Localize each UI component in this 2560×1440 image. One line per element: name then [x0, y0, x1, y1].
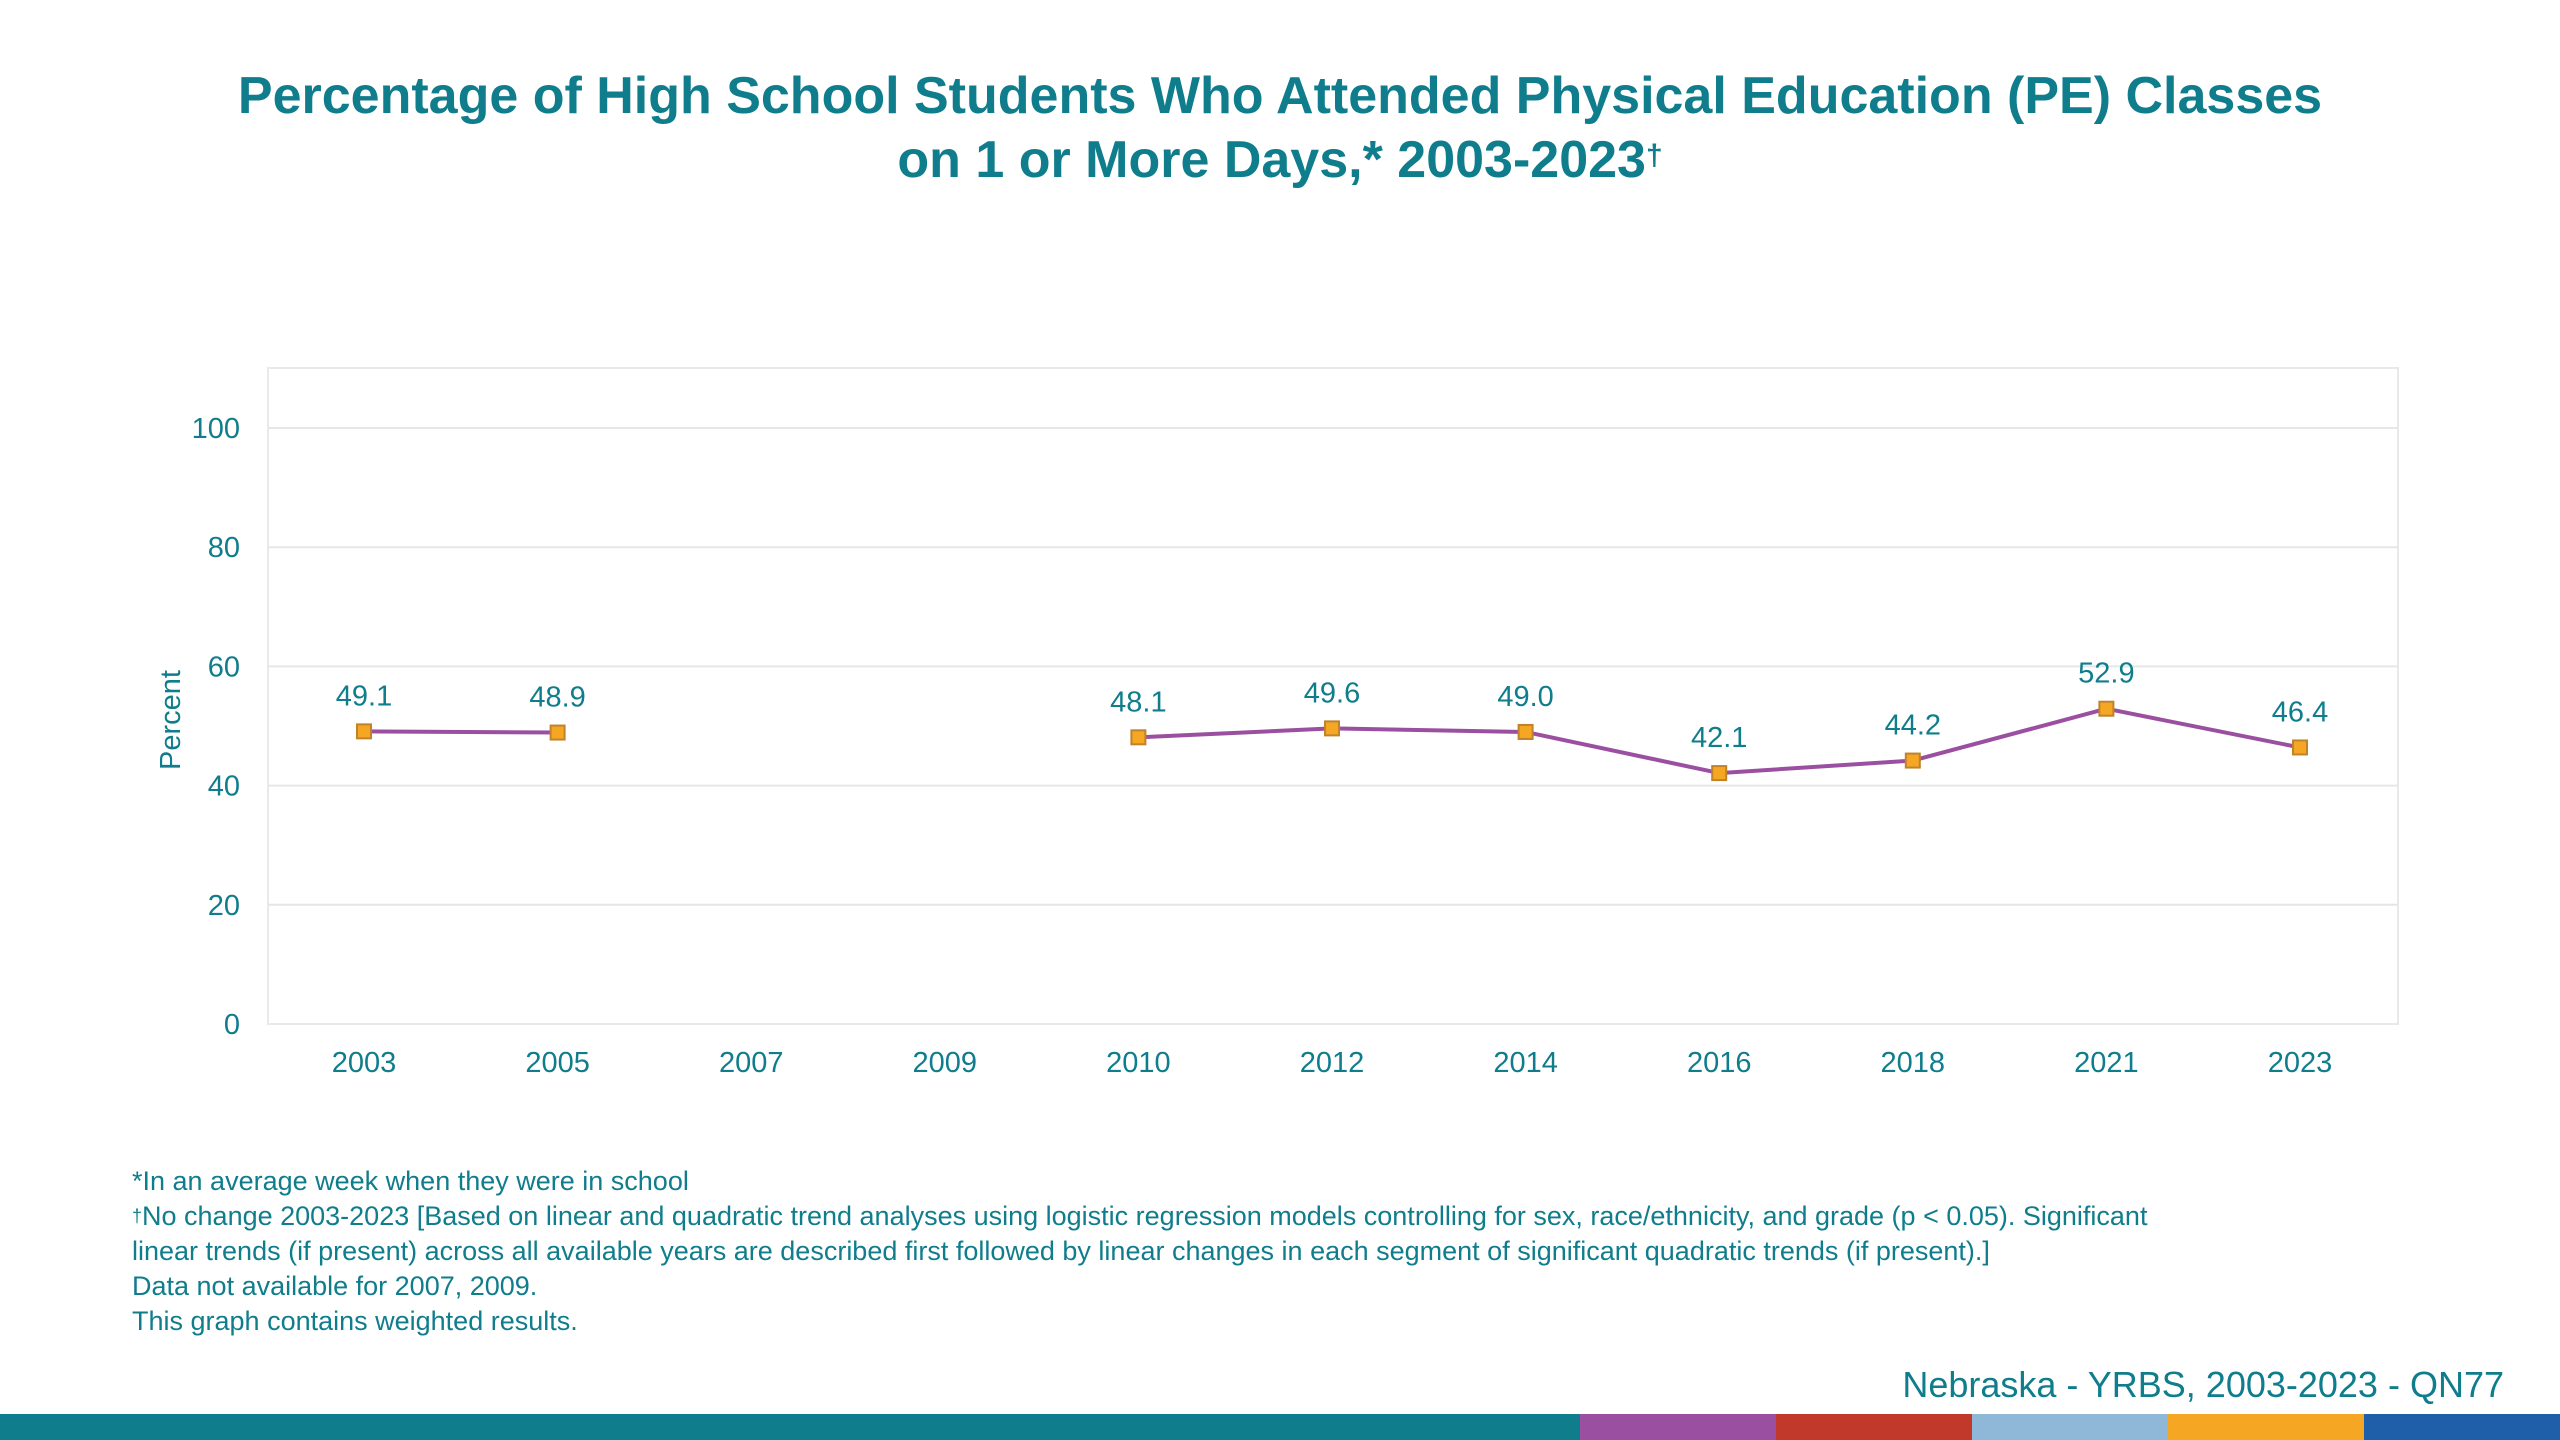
y-tick-label: 100 [192, 413, 240, 445]
bottom-bar-segment [1972, 1414, 2168, 1440]
footnote-3: linear trends (if present) across all av… [132, 1236, 1990, 1266]
data-label: 48.9 [529, 682, 585, 714]
x-tick-label: 2012 [1300, 1047, 1365, 1079]
chart-title-line1: Percentage of High School Students Who A… [237, 67, 2323, 125]
plot-area [267, 367, 2399, 1025]
footnote-1: *In an average week when they were in sc… [132, 1166, 689, 1196]
data-point [2292, 739, 2308, 756]
source-label: Nebraska - YRBS, 2003-2023 - QN77 [1902, 1364, 2504, 1405]
data-point [2098, 700, 2115, 717]
y-tick-label: 0 [224, 1009, 240, 1041]
x-tick-label: 2023 [2268, 1047, 2333, 1079]
data-label: 49.1 [336, 680, 392, 712]
footnote-5: This graph contains weighted results. [132, 1306, 578, 1336]
series-line-segment [363, 729, 558, 735]
bottom-bar-segment [1776, 1414, 1972, 1440]
chart-title-line2-text: on 1 or More Days,* 2003-2023 [897, 131, 1646, 189]
bottom-bar-segment [1580, 1414, 1776, 1440]
data-label: 49.6 [1304, 677, 1360, 709]
data-label: 46.4 [2272, 696, 2328, 728]
y-axis-label: Percent [155, 670, 187, 770]
footnote-dagger: † [132, 1206, 143, 1226]
bottom-color-bar [0, 1414, 2560, 1440]
title-dagger: † [1645, 139, 1663, 172]
chart-title-line2: on 1 or More Days,* 2003-2023† [0, 128, 2560, 192]
data-point [1130, 729, 1147, 746]
y-tick-label: 20 [208, 890, 240, 922]
y-tick-label: 60 [208, 651, 240, 683]
x-tick-label: 2016 [1687, 1047, 1752, 1079]
y-tick-label: 80 [208, 532, 240, 564]
x-tick-label: 2005 [525, 1047, 590, 1079]
data-label: 49.0 [1497, 681, 1553, 713]
data-label: 42.1 [1691, 722, 1747, 754]
x-tick-label: 2014 [1493, 1047, 1558, 1079]
line-chart: 0 20 40 60 80 100 2003 2005 2007 2009 2010 2012 201… [155, 367, 2399, 1079]
x-tick-label: 2021 [2074, 1047, 2139, 1079]
bottom-bar-segment [2168, 1414, 2364, 1440]
x-tick-label: 2009 [913, 1047, 978, 1079]
chart-title: Percentage of High School Students Who A… [0, 64, 2560, 192]
data-label: 44.2 [1885, 710, 1941, 742]
footnote-2: †No change 2003-2023 [Based on linear an… [132, 1199, 2492, 1234]
bottom-bar-segment [2364, 1414, 2560, 1440]
data-point [356, 723, 372, 740]
x-tick-label: 2007 [719, 1047, 784, 1079]
data-markers [356, 700, 2308, 782]
gridlines [268, 427, 2398, 906]
data-point [1517, 723, 1534, 740]
data-point [549, 724, 566, 741]
bottom-bar-segment [0, 1414, 1580, 1440]
data-point [1904, 752, 1921, 769]
data-label: 52.9 [2078, 658, 2134, 690]
footnotes: *In an average week when they were in sc… [132, 1164, 2492, 1339]
x-tick-label: 2018 [1881, 1047, 1946, 1079]
x-tick-label: 2010 [1106, 1047, 1171, 1079]
data-point [1324, 720, 1340, 737]
footnote-4: Data not available for 2007, 2009. [132, 1271, 538, 1301]
x-tick-label: 2003 [332, 1047, 397, 1079]
data-point [1711, 765, 1728, 782]
footnote-2-text: No change 2003-2023 [Based on linear and… [142, 1201, 2148, 1231]
data-label: 48.1 [1110, 686, 1166, 718]
x-axis-ticks: 2003 2005 2007 2009 2010 2012 2014 2016 2018 2021… [332, 1047, 2333, 1079]
y-axis-ticks: 0 20 40 60 80 100 [192, 413, 240, 1041]
data-labels: 49.1 48.9 48.1 49.6 49.0 42.1 44.2 52.9 46.4 [336, 658, 2328, 754]
y-tick-label: 40 [208, 771, 240, 803]
